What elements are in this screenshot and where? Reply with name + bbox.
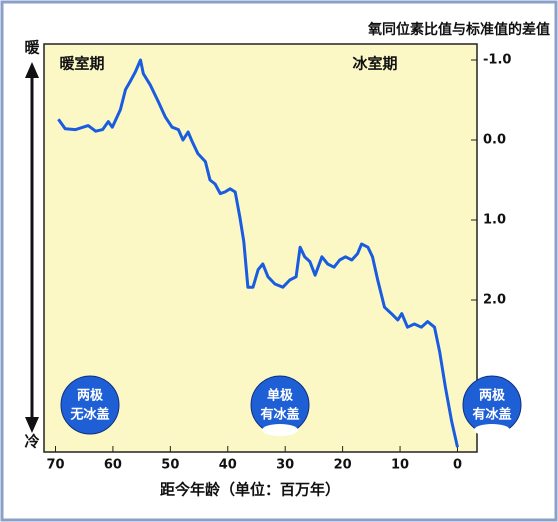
y-tick-label: 0.0 xyxy=(483,133,506,148)
x-tick-label: 10 xyxy=(391,458,409,473)
state-circle xyxy=(60,375,120,435)
x-tick-label: 50 xyxy=(161,458,179,473)
y-axis-title: 氧同位素比值与标准值的差值 xyxy=(367,21,550,38)
y-tick-label: 1.0 xyxy=(483,213,506,228)
x-tick-label: 70 xyxy=(46,458,64,473)
x-tick-label: 0 xyxy=(453,458,462,473)
warm-label: 暖 xyxy=(24,39,40,57)
x-tick-label: 30 xyxy=(276,458,294,473)
circle-label: 有冰盖 xyxy=(260,407,299,423)
data-line xyxy=(57,58,459,448)
x-tick-label: 60 xyxy=(104,458,122,473)
circle-label: 两极 xyxy=(77,388,104,404)
ice-cap xyxy=(474,424,510,436)
circle-label: 有冰盖 xyxy=(472,407,511,423)
circle-label: 两极 xyxy=(479,388,506,404)
y-tick-label: 2.0 xyxy=(483,293,506,308)
circle-label: 无冰盖 xyxy=(69,407,109,423)
period-label: 暖室期 xyxy=(59,55,104,73)
x-axis-title: 距今年龄（单位：百万年） xyxy=(160,481,340,499)
x-tick-label: 20 xyxy=(334,458,352,473)
y-tick-label: -1.0 xyxy=(483,53,511,68)
x-tick-label: 40 xyxy=(219,458,237,473)
ice-cap xyxy=(262,424,298,436)
period-label: 冰室期 xyxy=(352,55,397,73)
cold-label: 冷 xyxy=(24,433,39,451)
circle-label: 单极 xyxy=(267,388,294,404)
